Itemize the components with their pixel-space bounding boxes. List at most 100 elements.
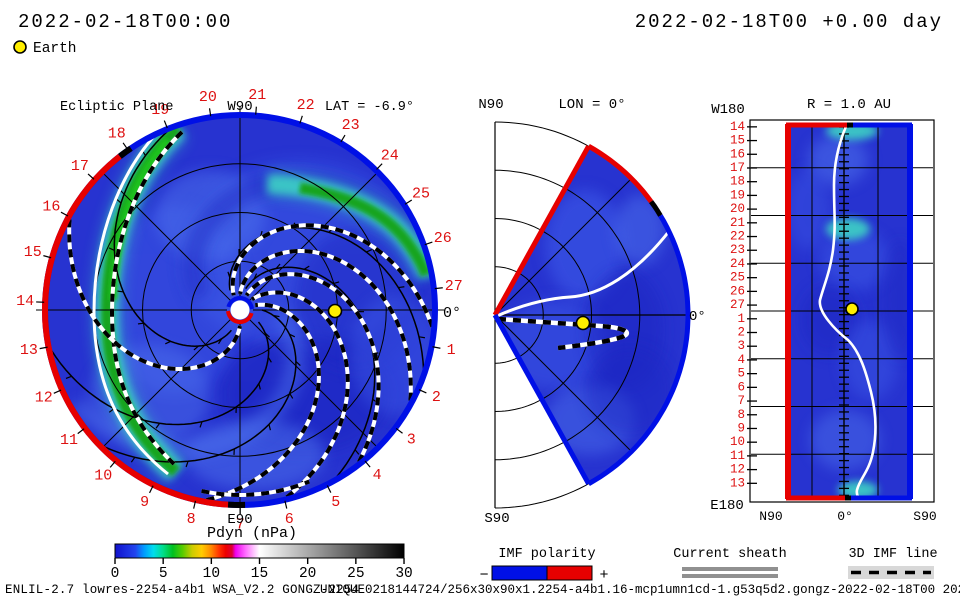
plot-graphic bbox=[418, 336, 426, 339]
date-label-radialmap: 25 bbox=[730, 271, 745, 285]
date-label-radialmap: 17 bbox=[730, 161, 745, 175]
date-label-ecliptic: 13 bbox=[20, 342, 38, 359]
date-label-radialmap: 19 bbox=[730, 188, 745, 202]
date-label-radialmap: 4 bbox=[737, 353, 745, 367]
date-label-radialmap: 9 bbox=[737, 421, 745, 435]
imf-line-3d bbox=[244, 272, 381, 463]
earth-marker-meridional bbox=[575, 315, 591, 331]
plot-graphic bbox=[808, 135, 868, 185]
meridional-title: LON = 0° bbox=[558, 97, 625, 113]
plot-graphic bbox=[273, 315, 280, 318]
plot-graphic bbox=[199, 421, 203, 428]
timestamp-left: 2022-02-18T00:00 bbox=[18, 11, 232, 33]
date-label-radialmap: 11 bbox=[730, 449, 745, 463]
plot-graphic bbox=[289, 393, 294, 399]
current-sheath-line bbox=[92, 120, 170, 476]
colorbar-tick-label: 25 bbox=[347, 566, 364, 582]
date-tick bbox=[122, 142, 129, 150]
date-label-radialmap: 7 bbox=[737, 394, 745, 408]
imf-polarity-label: IMF polarity bbox=[498, 547, 595, 562]
date-tick bbox=[434, 287, 443, 290]
imf-line-3d bbox=[109, 130, 184, 466]
earth-marker-radialmap bbox=[845, 302, 859, 316]
plot-graphic bbox=[545, 190, 625, 300]
plot-graphic bbox=[65, 375, 72, 380]
plot-graphic bbox=[820, 230, 890, 290]
plot-graphic bbox=[786, 170, 830, 250]
date-tick bbox=[404, 199, 413, 205]
colorbar-tick-label: 30 bbox=[395, 566, 412, 582]
plot-graphic bbox=[587, 144, 654, 204]
colorbar-tick-label: 5 bbox=[159, 566, 168, 582]
plot-graphic bbox=[295, 361, 301, 366]
earth-legend-label: Earth bbox=[33, 41, 77, 57]
date-label-ecliptic: 15 bbox=[24, 244, 42, 261]
date-label-radialmap: 1 bbox=[737, 312, 745, 326]
imf-line-3d bbox=[238, 249, 413, 401]
stream-right-green bbox=[299, 182, 432, 277]
current-sheath-line bbox=[818, 123, 877, 500]
imf-line-3d bbox=[497, 316, 630, 351]
plot-graphic bbox=[137, 322, 144, 325]
date-tick bbox=[364, 460, 371, 468]
colorbar: 0 5 10 15 20 25 30 bbox=[111, 543, 413, 582]
grid-spoke bbox=[101, 171, 232, 302]
ecliptic-zero-label: 0° bbox=[443, 305, 461, 322]
rim-polarity-negative bbox=[41, 153, 229, 508]
date-label-ecliptic: 8 bbox=[187, 511, 196, 528]
plot-graphic bbox=[259, 230, 263, 237]
plot-graphic bbox=[289, 333, 296, 338]
date-tick bbox=[340, 134, 346, 143]
date-label-ecliptic: 1 bbox=[447, 342, 456, 359]
date-label-ecliptic: 5 bbox=[331, 494, 340, 511]
date-label-radialmap: 23 bbox=[730, 243, 745, 257]
wedge-edge-negative bbox=[492, 144, 591, 317]
date-label-radialmap: 24 bbox=[730, 257, 745, 271]
date-label-radialmap: 21 bbox=[730, 216, 745, 230]
earth-legend-icon bbox=[13, 40, 27, 54]
current-sheath-label: Current sheath bbox=[673, 547, 786, 562]
imf-line-3d bbox=[67, 219, 242, 371]
plot-graphic bbox=[882, 240, 912, 360]
imf-spiral-ticked bbox=[228, 226, 425, 370]
date-tick bbox=[163, 120, 168, 129]
date-tick bbox=[299, 115, 303, 124]
plot-graphic bbox=[155, 422, 161, 429]
date-tick bbox=[326, 485, 332, 493]
plot-graphic bbox=[649, 200, 663, 217]
inner-boundary-positive bbox=[226, 296, 254, 310]
plot-graphic bbox=[193, 345, 199, 351]
date-tick bbox=[418, 389, 427, 394]
imf-line-3d bbox=[230, 223, 435, 328]
date-tick bbox=[60, 211, 69, 217]
date-label-ecliptic: 21 bbox=[248, 87, 266, 104]
colorbar-tick-label: 20 bbox=[299, 566, 316, 582]
date-tick bbox=[424, 241, 433, 246]
imf-spiral-ticked bbox=[103, 309, 297, 463]
radialmap-title: R = 1.0 AU bbox=[807, 97, 891, 113]
imf-minus-sign: − bbox=[479, 567, 488, 584]
plot-graphic bbox=[108, 247, 115, 251]
date-label-radialmap: 27 bbox=[730, 298, 745, 312]
radialmap-frame bbox=[749, 119, 935, 503]
date-tick bbox=[255, 106, 257, 115]
plot-graphic bbox=[267, 356, 272, 363]
date-label-ecliptic: 18 bbox=[108, 125, 126, 142]
date-tick bbox=[87, 173, 95, 180]
date-label-ecliptic: 9 bbox=[140, 494, 149, 511]
timestamp-right: 2022-02-18T00 +0.00 day bbox=[635, 11, 943, 33]
date-label-ecliptic: 27 bbox=[445, 278, 463, 295]
inner-boundary-negative bbox=[226, 310, 254, 324]
ecliptic-e90-label: E90 bbox=[227, 512, 252, 528]
plot-graphic bbox=[185, 461, 189, 468]
imf-spiral-ticked bbox=[113, 130, 232, 347]
imf-line-3d bbox=[250, 290, 350, 499]
date-tick bbox=[395, 427, 403, 434]
plot-graphic bbox=[615, 195, 665, 265]
plot-graphic bbox=[227, 271, 231, 278]
date-label-radialmap: 5 bbox=[737, 367, 745, 381]
stream-spot bbox=[826, 218, 870, 240]
colorbar-tick-label: 15 bbox=[251, 566, 268, 582]
plot-graphic bbox=[116, 198, 122, 204]
